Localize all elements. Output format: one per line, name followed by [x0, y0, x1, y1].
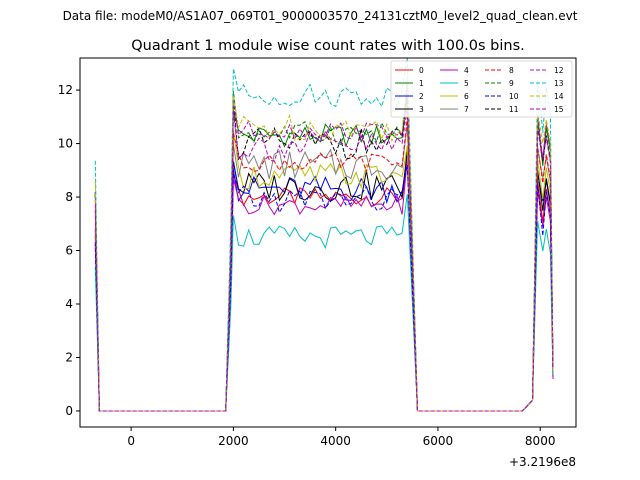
legend-label-1: 1 [419, 79, 424, 88]
x-tick-label: 4000 [320, 434, 351, 448]
y-tick-label: 2 [65, 350, 73, 364]
legend-label-10: 10 [509, 92, 519, 101]
legend-box [390, 60, 573, 118]
x-axis: 0 2000 4000 6000 8000 [127, 427, 555, 448]
legend-label-0: 0 [419, 66, 424, 75]
legend-label-2: 2 [419, 92, 424, 101]
y-axis: 0 2 4 6 8 10 12 [58, 83, 80, 418]
legend-label-15: 15 [554, 105, 564, 114]
y-tick-label: 12 [58, 83, 73, 97]
y-tick-label: 8 [65, 190, 73, 204]
legend-label-6: 6 [464, 92, 469, 101]
x-tick-label: 6000 [423, 434, 454, 448]
y-tick-label: 10 [58, 137, 73, 151]
axes-frame [79, 57, 577, 428]
y-tick-label: 6 [65, 244, 73, 258]
legend-label-14: 14 [554, 92, 564, 101]
legend-label-9: 9 [509, 79, 514, 88]
plot-series-group [94, 58, 554, 412]
x-axis-offset-label: +3.2196e8 [509, 455, 576, 469]
legend-label-5: 5 [464, 79, 469, 88]
legend-label-11: 11 [509, 105, 519, 114]
series-line-15 [94, 107, 554, 412]
legend-label-13: 13 [554, 79, 564, 88]
x-tick-label: 0 [127, 434, 135, 448]
legend-label-4: 4 [464, 66, 469, 75]
legend-label-8: 8 [509, 66, 514, 75]
legend-label-12: 12 [554, 66, 564, 75]
x-tick-label: 2000 [218, 434, 249, 448]
figure-suptitle: Data file: modeM0/AS1A07_069T01_90000035… [63, 9, 578, 23]
legend-label-7: 7 [464, 105, 469, 114]
legend-label-3: 3 [419, 105, 424, 114]
chart-title: Quadrant 1 module wise count rates with … [131, 38, 525, 54]
x-tick-label: 8000 [525, 434, 556, 448]
y-tick-label: 0 [65, 404, 73, 418]
y-tick-label: 4 [65, 297, 73, 311]
